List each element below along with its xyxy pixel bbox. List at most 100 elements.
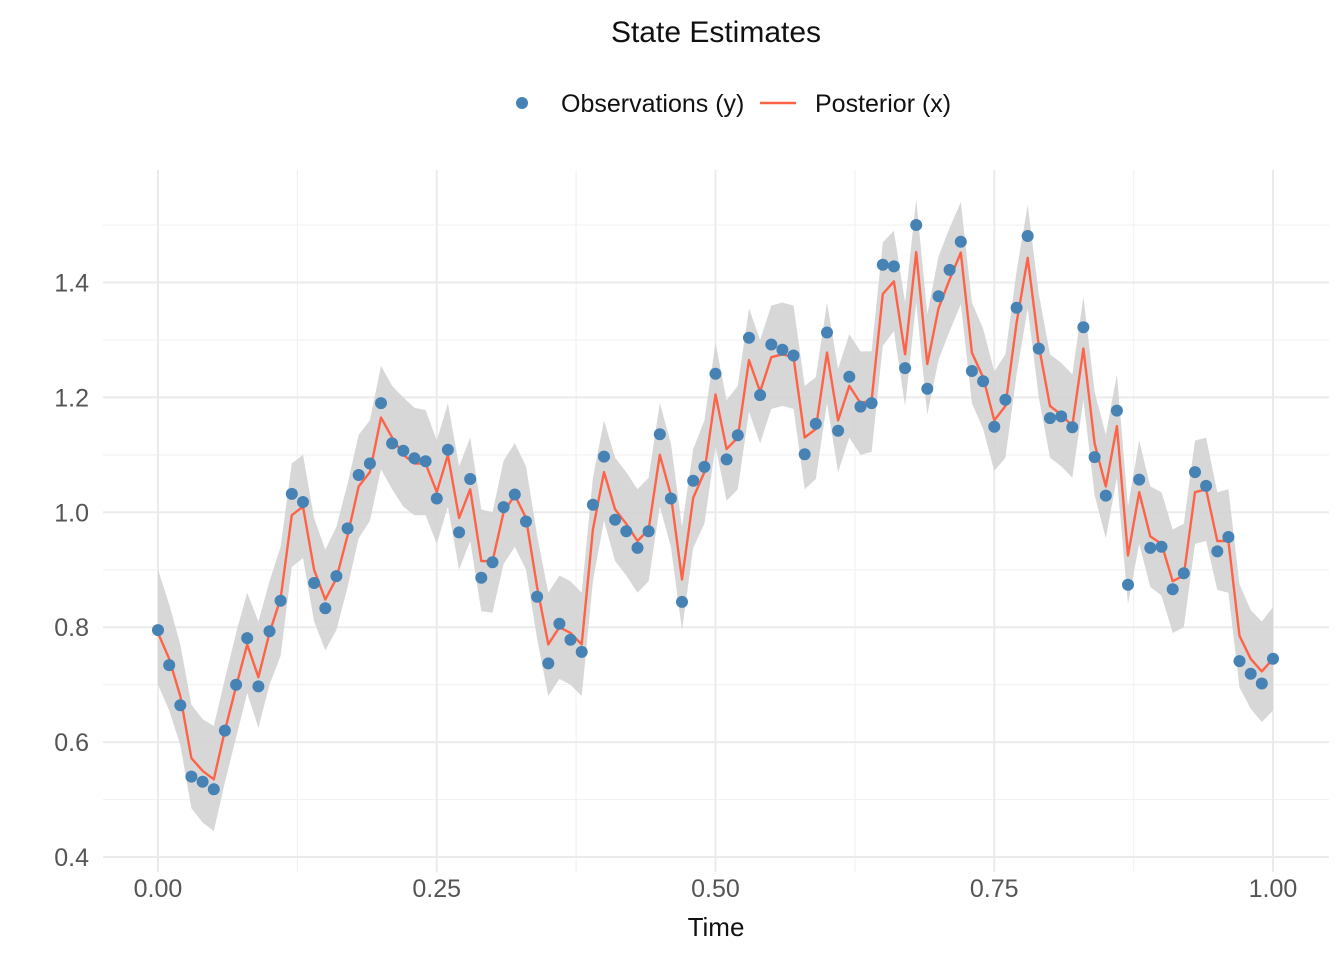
observation-point — [954, 235, 967, 248]
observation-point — [642, 525, 655, 538]
observation-point — [230, 678, 243, 691]
observation-point — [687, 474, 700, 487]
observation-point — [274, 594, 287, 607]
observation-point — [988, 420, 1001, 433]
observation-point — [1044, 412, 1056, 425]
observation-point — [319, 602, 332, 615]
observation-point — [664, 492, 677, 505]
observation-point — [419, 455, 432, 468]
observation-point — [285, 487, 298, 500]
x-tick-label: 0.50 — [691, 875, 740, 903]
observation-point — [1055, 410, 1068, 423]
observation-point — [520, 515, 532, 528]
observation-point — [1177, 567, 1190, 580]
observation-point — [408, 452, 421, 465]
observation-point — [709, 367, 722, 380]
observation-point — [731, 429, 744, 442]
observation-point — [743, 331, 755, 344]
observation-point — [1099, 489, 1112, 502]
observation-point — [185, 770, 198, 783]
observation-point — [575, 645, 588, 658]
chart-title: State Estimates — [611, 16, 821, 49]
observation-point — [486, 556, 499, 569]
observation-point — [910, 219, 923, 231]
observation-point — [1166, 583, 1179, 596]
legend-observations-label: Observations (y) — [561, 90, 744, 118]
observation-point — [776, 343, 789, 356]
y-tick-label: 1.4 — [54, 270, 89, 298]
x-tick-label: 0.00 — [134, 875, 183, 903]
observation-point — [586, 498, 599, 511]
observation-point — [308, 577, 321, 589]
observation-point — [1200, 479, 1213, 492]
observation-point — [653, 428, 666, 441]
observation-point — [787, 349, 800, 362]
observation-point — [754, 389, 767, 402]
observation-point — [263, 625, 276, 638]
y-tick-label: 1.2 — [54, 384, 89, 412]
observation-point — [1032, 342, 1045, 355]
observation-point — [1021, 230, 1034, 242]
y-tick-label: 0.4 — [54, 844, 89, 872]
observation-point — [965, 365, 978, 377]
observation-point — [620, 525, 633, 538]
observation-point — [999, 393, 1012, 406]
x-tick-label: 0.75 — [970, 875, 1019, 903]
observation-point — [497, 501, 510, 514]
observation-point — [531, 590, 544, 603]
observation-point — [821, 326, 833, 339]
legend-posterior-label: Posterior (x) — [815, 90, 951, 118]
observation-point — [341, 522, 354, 535]
observation-point — [1066, 421, 1079, 434]
observation-point — [386, 437, 399, 450]
observation-point — [1155, 540, 1168, 553]
observation-point — [676, 595, 688, 608]
observation-point — [887, 260, 900, 273]
observation-point — [252, 680, 265, 693]
observation-point — [1222, 531, 1235, 543]
observation-point — [152, 624, 164, 637]
observation-point — [196, 775, 209, 788]
observation-point — [843, 370, 856, 383]
x-axis-title: Time — [688, 912, 745, 942]
y-tick-label: 0.6 — [54, 729, 89, 757]
observation-point — [1122, 578, 1134, 591]
observation-point — [854, 400, 867, 413]
legend-observations-marker — [516, 97, 528, 109]
observation-point — [397, 444, 410, 457]
x-tick-label: 0.25 — [412, 875, 461, 903]
x-tick-label: 1.00 — [1249, 875, 1298, 903]
observation-point — [174, 699, 187, 712]
x-tick-labels: 0.00 0.25 0.50 0.75 1.00 — [134, 875, 1298, 903]
observation-point — [1133, 473, 1146, 486]
observation-point — [1233, 655, 1246, 668]
observation-point — [542, 657, 555, 670]
posterior-line — [156, 250, 1274, 781]
observation-point — [977, 375, 990, 388]
observation-point — [899, 362, 912, 375]
observation-point — [430, 492, 443, 505]
observation-point — [1244, 667, 1257, 680]
posterior-line-layer — [156, 250, 1274, 781]
observation-point — [1088, 451, 1101, 464]
observation-point — [932, 290, 945, 303]
observation-point — [564, 633, 577, 646]
observation-point — [598, 450, 610, 463]
observation-point — [865, 397, 878, 410]
observation-point — [698, 460, 711, 473]
observation-point — [241, 632, 254, 645]
observation-point — [207, 783, 220, 796]
observation-point — [375, 397, 387, 410]
observation-point — [609, 513, 622, 526]
observation-point — [1255, 677, 1268, 690]
observation-point — [1211, 545, 1224, 558]
observation-point — [876, 258, 889, 271]
observation-point — [1010, 301, 1023, 314]
legend: Observations (y) Posterior (x) — [516, 90, 951, 118]
y-tick-label: 1.0 — [54, 499, 89, 527]
observation-point — [631, 541, 644, 554]
observation-point — [352, 469, 365, 481]
observation-point — [475, 571, 488, 584]
